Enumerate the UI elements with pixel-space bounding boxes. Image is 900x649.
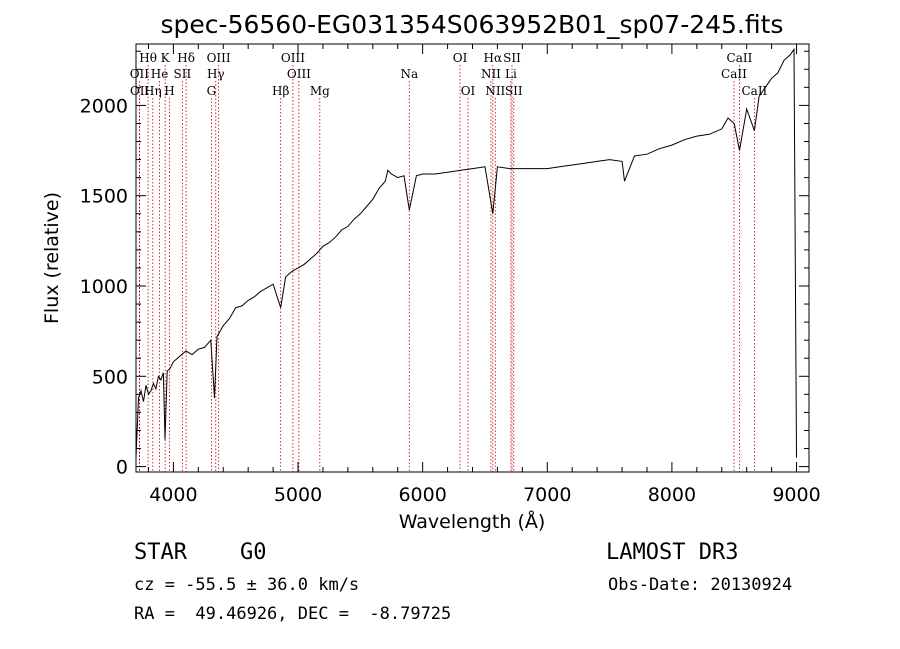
object-class-label: STAR G0 bbox=[134, 540, 267, 565]
y-tick-label: 0 bbox=[116, 457, 128, 479]
emission-line-label: CaII bbox=[721, 67, 747, 81]
emission-line-label: OI bbox=[453, 51, 468, 65]
redshift-label: cz = -55.5 ± 36.0 km/s bbox=[134, 575, 360, 595]
emission-line-label: Hα bbox=[484, 51, 503, 65]
emission-line-label: Hη bbox=[144, 84, 162, 98]
coordinates-label: RA = 49.46926, DEC = -8.79725 bbox=[134, 604, 452, 624]
emission-line-label: Li bbox=[505, 67, 517, 81]
emission-line-label: Na bbox=[400, 67, 418, 81]
emission-line-label: OI bbox=[461, 84, 476, 98]
emission-line-label: He bbox=[151, 67, 169, 81]
emission-line-label: SII bbox=[505, 84, 523, 98]
emission-line-label: Hγ bbox=[207, 67, 225, 81]
x-tick-label: 5000 bbox=[274, 484, 322, 506]
y-axis-label: Flux (relative) bbox=[41, 192, 63, 324]
x-axis-label: Wavelength (Å) bbox=[399, 510, 546, 533]
x-tick-label: 6000 bbox=[398, 484, 446, 506]
emission-line-label: OII bbox=[130, 84, 150, 98]
emission-line-label: OIII bbox=[281, 51, 305, 65]
emission-line-label: Hβ bbox=[272, 84, 289, 98]
emission-line-label: OII bbox=[130, 67, 150, 81]
y-tick-label: 1000 bbox=[80, 276, 128, 298]
emission-line-label: SII bbox=[503, 51, 521, 65]
x-tick-label: 9000 bbox=[772, 484, 820, 506]
emission-line-label: NII bbox=[485, 84, 505, 98]
obs-date-label: Obs-Date: 20130924 bbox=[608, 575, 793, 595]
survey-label: LAMOST DR3 bbox=[606, 540, 739, 565]
x-tick-label: 7000 bbox=[523, 484, 571, 506]
y-axis-ticks: 0 500 1000 1500 2000 bbox=[80, 50, 809, 479]
x-tick-label: 8000 bbox=[648, 484, 696, 506]
emission-line-label: Hδ bbox=[177, 51, 195, 65]
emission-line-label: Hθ bbox=[139, 51, 157, 65]
emission-line-label: OIII bbox=[207, 51, 231, 65]
emission-line-label: CaII bbox=[727, 51, 753, 65]
emission-line-label: K bbox=[161, 51, 171, 65]
emission-line-label: SII bbox=[174, 67, 192, 81]
y-tick-label: 500 bbox=[92, 366, 128, 388]
emission-line-label: H bbox=[164, 84, 174, 98]
y-tick-label: 1500 bbox=[80, 186, 128, 208]
chart-title: spec-56560-EG031354S063952B01_sp07-245.f… bbox=[161, 10, 784, 39]
emission-line-label: NII bbox=[481, 67, 501, 81]
x-tick-label: 4000 bbox=[149, 484, 197, 506]
emission-line-label: G bbox=[207, 84, 217, 98]
x-axis-ticks: 4000 5000 6000 7000 8000 9000 bbox=[147, 44, 821, 506]
y-tick-label: 2000 bbox=[80, 95, 128, 117]
emission-line-label: OIII bbox=[287, 67, 311, 81]
spectrum-series-line bbox=[135, 47, 797, 458]
emission-line-label: CaII bbox=[741, 84, 767, 98]
emission-line-label: Mg bbox=[310, 84, 330, 98]
plot-frame bbox=[135, 43, 810, 473]
